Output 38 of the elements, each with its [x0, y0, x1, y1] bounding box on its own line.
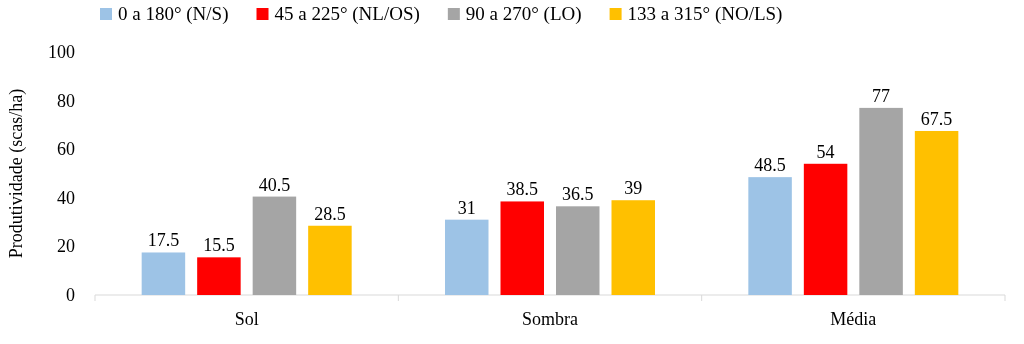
legend-label: 90 a 270° (LO)	[465, 3, 582, 25]
y-tick-label: 20	[57, 236, 75, 257]
legend-label: 0 a 180° (N/S)	[118, 3, 229, 25]
y-tick-label: 40	[57, 187, 75, 208]
y-tick-label: 60	[57, 139, 75, 160]
y-tick-label: 100	[48, 42, 75, 62]
y-tick-label: 0	[66, 285, 75, 305]
bar	[308, 225, 352, 295]
bar	[445, 219, 489, 295]
bar	[748, 177, 792, 295]
data-label: 40.5	[258, 174, 291, 195]
data-label: 77	[872, 85, 891, 106]
legend-label: 133 a 315° (NO/LS)	[627, 3, 783, 25]
bar	[252, 196, 297, 295]
data-label: 54	[816, 141, 835, 162]
bar	[803, 163, 848, 295]
data-label: 17.5	[147, 230, 180, 251]
data-label: 28.5	[314, 203, 346, 224]
x-tick-label: Sombra	[522, 309, 579, 329]
data-label: 38.5	[506, 179, 538, 200]
y-tick-label: 80	[57, 90, 75, 111]
bar	[914, 130, 959, 295]
bar	[556, 206, 600, 295]
data-label: 15.5	[203, 235, 235, 256]
bar	[141, 252, 186, 295]
bar	[500, 201, 544, 295]
data-label: 31	[457, 197, 476, 218]
data-label: 67.5	[920, 108, 953, 129]
x-tick-label: Média	[830, 309, 877, 329]
data-label: 39	[624, 178, 643, 199]
x-tick-label: Sol	[234, 309, 259, 329]
bar	[611, 200, 655, 295]
legend-label: 45 a 225° (NL/OS)	[274, 3, 420, 25]
data-label: 48.5	[754, 155, 786, 176]
bar	[197, 257, 241, 295]
data-label: 36.5	[562, 184, 594, 205]
y-axis-title: Produtividade (scas/ha)	[6, 88, 27, 259]
bar	[859, 107, 903, 295]
